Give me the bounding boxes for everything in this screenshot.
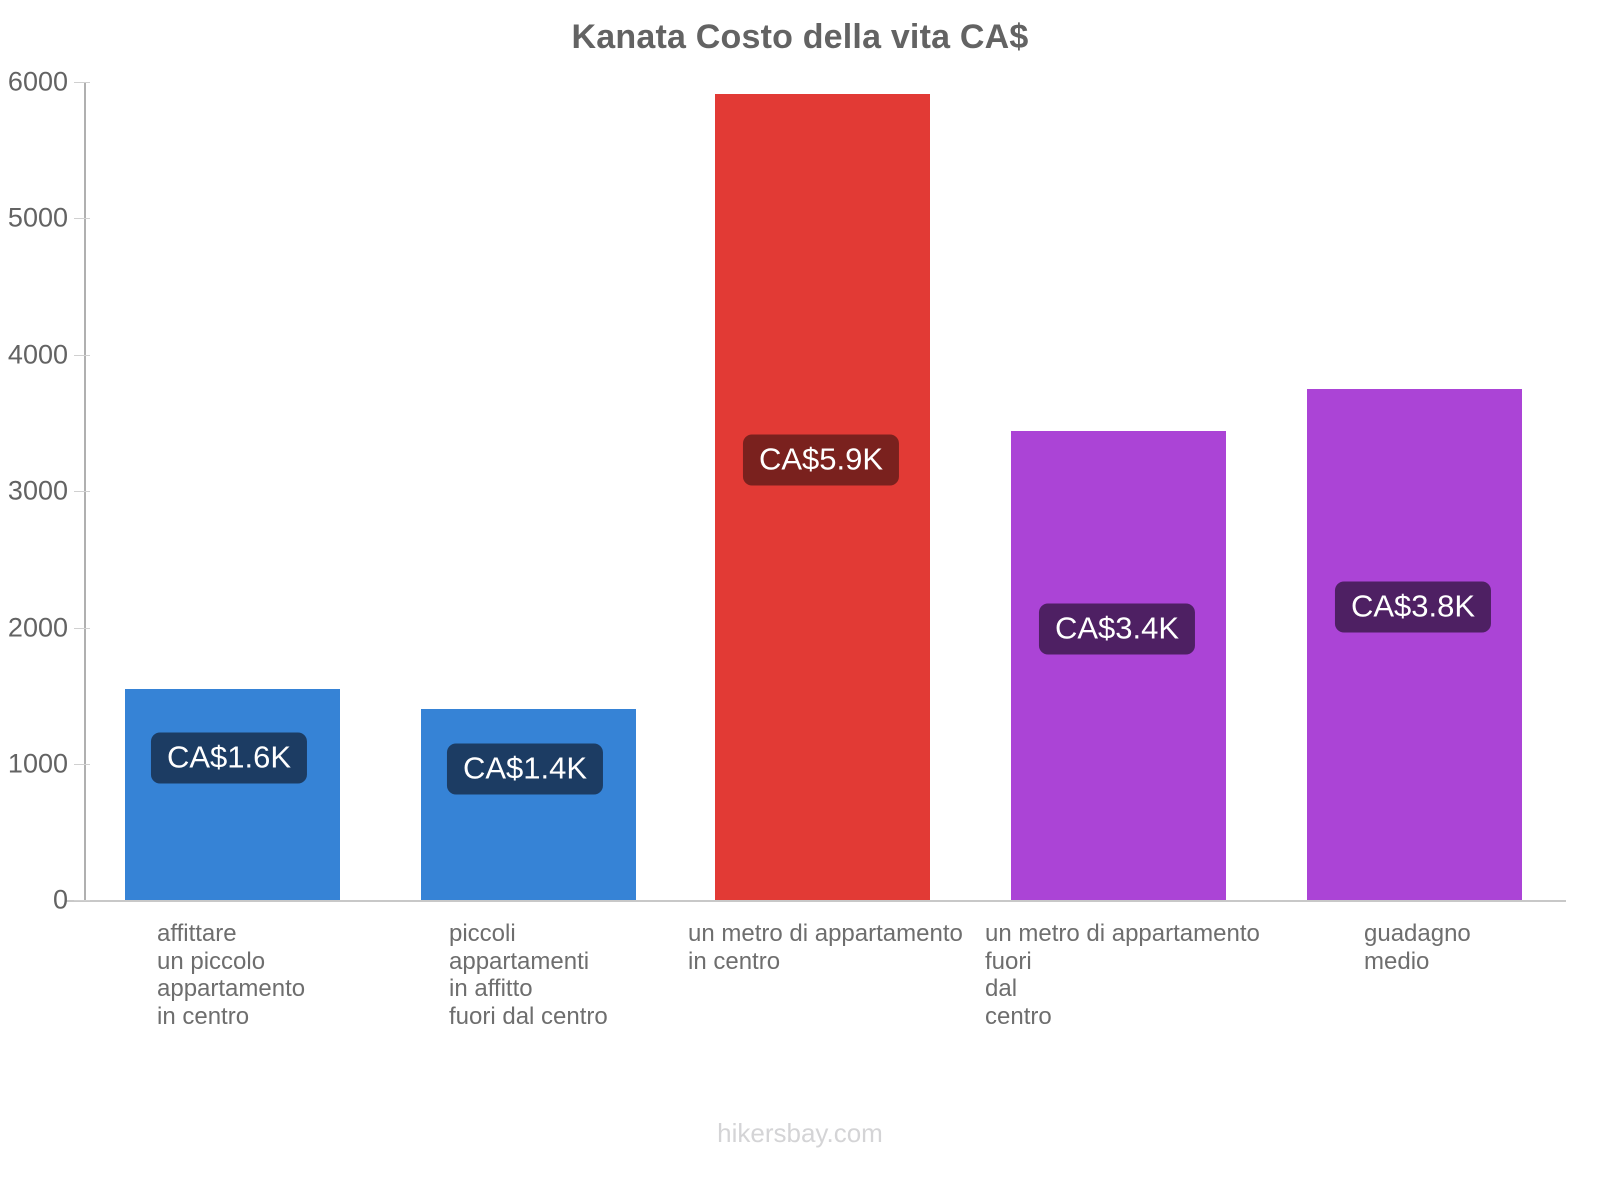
site-watermark: hikersbay.com (717, 1118, 883, 1148)
y-tick-mark-4 (74, 355, 90, 356)
bar-guadagno-medio[interactable] (1307, 389, 1522, 900)
bar-value-label-1: CA$1.4K (446, 743, 604, 795)
y-tick-label-1: 1000 (7, 748, 68, 779)
x-axis-category-label-4: guadagno medio (1364, 920, 1471, 975)
y-tick-mark-5 (74, 218, 90, 219)
page-title: Kanata Costo della vita CA$ (571, 18, 1029, 56)
y-tick-mark-2 (74, 628, 90, 629)
y-tick-mark-6 (74, 82, 90, 83)
y-tick-label-0: 0 (52, 884, 68, 915)
bar-value-label-4: CA$3.8K (1334, 581, 1492, 633)
bar-affittare-un-piccolo-appartamento-in-centro[interactable] (125, 689, 340, 900)
x-axis-category-label-2: un metro di appartamento in centro (688, 920, 963, 975)
y-tick-label-5: 5000 (7, 202, 68, 233)
x-axis-category-label-3: un metro di appartamento fuori dal centr… (985, 920, 1260, 1030)
x-axis-category-label-1: piccoli appartamenti in affitto fuori da… (449, 920, 608, 1030)
y-tick-label-2: 2000 (7, 612, 68, 643)
x-axis-category-label-0: affittare un piccolo appartamento in cen… (157, 920, 306, 1030)
y-tick-label-3: 3000 (7, 475, 68, 506)
x-axis-line (66, 900, 1566, 902)
y-axis-line (84, 82, 86, 902)
bar-value-label-2: CA$5.9K (742, 434, 900, 486)
bar-piccoli-appartamenti-in-affitto-fuori-dal-centro[interactable] (421, 709, 636, 900)
y-tick-mark-0 (74, 900, 90, 901)
y-tick-label-4: 4000 (7, 339, 68, 370)
y-tick-mark-1 (74, 764, 90, 765)
bar-value-label-0: CA$1.6K (150, 732, 308, 784)
bar-un-metro-di-appartamento-fuori-dal-centro[interactable] (1011, 431, 1226, 900)
bar-value-label-3: CA$3.4K (1038, 603, 1196, 655)
y-tick-label-6: 6000 (7, 66, 68, 97)
y-tick-mark-3 (74, 491, 90, 492)
bar-un-metro-di-appartamento-in-centro[interactable] (715, 94, 930, 900)
